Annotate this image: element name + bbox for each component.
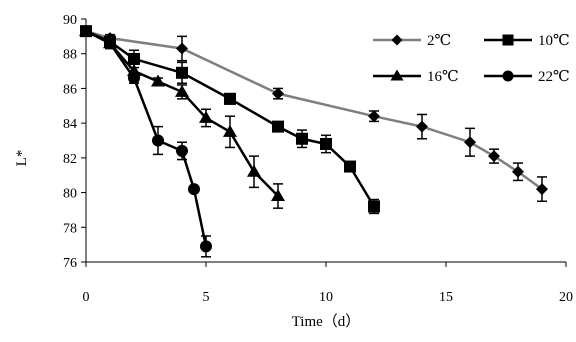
y-tick-label: 84 (63, 117, 77, 132)
data-point-diamond (176, 42, 188, 55)
data-point-square (502, 34, 514, 46)
y-tick-label: 76 (63, 256, 77, 271)
y-tick-label: 90 (63, 13, 77, 28)
y-tick-label: 80 (63, 187, 77, 202)
legend-item: 10℃ (484, 33, 570, 49)
legend-item: 22℃ (484, 69, 570, 85)
legend: 2℃ 10℃ 16℃ 22℃ (373, 33, 570, 85)
data-point-diamond (416, 120, 428, 133)
legend-label: 16℃ (427, 69, 459, 85)
data-point-square (272, 120, 284, 133)
data-point-diamond (391, 34, 403, 46)
y-tick-label: 88 (63, 48, 77, 63)
data-point-diamond (512, 165, 524, 178)
data-point-square (128, 52, 140, 65)
x-tick-label: 10 (319, 290, 333, 305)
axes: 76 78 80 82 84 86 88 90 0 5 10 15 20 (63, 13, 573, 305)
legend-label: 10℃ (538, 33, 570, 49)
data-point-circle (188, 183, 200, 196)
data-point-circle (128, 72, 140, 85)
data-point-diamond (272, 87, 284, 100)
data-point-triangle (175, 84, 189, 97)
series-line (85, 30, 376, 208)
data-point-circle (152, 134, 164, 147)
data-point-circle (80, 25, 92, 38)
x-axis-title: Time（d） (292, 313, 361, 330)
data-point-square (224, 92, 236, 105)
legend-label: 22℃ (538, 69, 570, 85)
x-tick-label: 20 (559, 290, 573, 305)
data-point-triangle (247, 164, 261, 177)
data-point-circle (104, 37, 116, 50)
series-line (85, 29, 543, 191)
legend-item: 16℃ (373, 69, 459, 85)
series-diamond (80, 25, 548, 202)
legend-label: 2℃ (427, 33, 451, 49)
data-point-circle (176, 144, 188, 157)
x-tick-label: 0 (83, 290, 90, 305)
data-point-triangle (271, 189, 285, 202)
data-point-triangle (199, 110, 213, 123)
x-tick-label: 5 (203, 290, 210, 305)
data-point-circle (200, 240, 212, 253)
data-point-square (344, 160, 356, 173)
x-tick-label: 15 (439, 290, 453, 305)
y-tick-label: 86 (63, 82, 77, 97)
data-point-triangle (390, 69, 404, 81)
data-point-triangle (223, 124, 237, 137)
y-tick-label: 82 (63, 152, 77, 167)
data-point-square (176, 66, 188, 79)
data-point-square (320, 137, 332, 150)
y-axis-title: L* (14, 150, 30, 167)
data-point-diamond (536, 183, 548, 196)
data-point-square (296, 132, 308, 145)
series-layer (79, 24, 548, 258)
data-point-circle (502, 70, 514, 82)
data-point-diamond (368, 110, 380, 123)
legend-item: 2℃ (373, 33, 451, 49)
series-circle (80, 25, 212, 258)
data-point-diamond (464, 136, 476, 149)
data-point-diamond (488, 150, 500, 163)
data-point-triangle (151, 74, 165, 87)
data-point-square (368, 200, 380, 213)
y-tick-label: 78 (63, 221, 77, 236)
